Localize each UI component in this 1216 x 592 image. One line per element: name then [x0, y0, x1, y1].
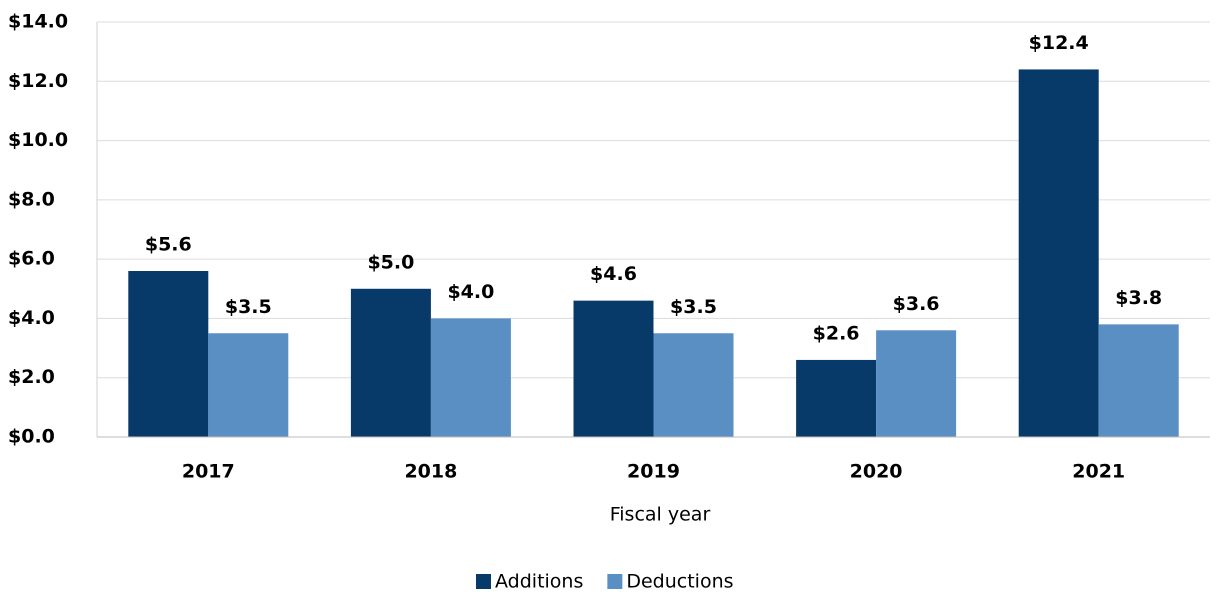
- data-label: $3.8: [1115, 287, 1162, 309]
- y-tick-label: $8.0: [8, 188, 55, 210]
- bar: [573, 300, 654, 437]
- data-label: $5.6: [145, 234, 192, 256]
- data-label: $4.0: [447, 281, 494, 303]
- legend-swatch: [476, 574, 491, 589]
- data-label: $3.6: [893, 293, 940, 315]
- y-tick-label: $12.0: [8, 70, 68, 92]
- bar: [430, 318, 511, 437]
- bar: [653, 333, 734, 437]
- bar: [1018, 69, 1099, 437]
- y-tick-label: $14.0: [8, 11, 68, 33]
- bar: [350, 288, 431, 437]
- bar: [876, 330, 957, 437]
- data-label: $3.5: [670, 296, 717, 318]
- data-label: $2.6: [813, 322, 860, 344]
- legend-label: Additions: [495, 571, 583, 592]
- data-label: $4.6: [590, 263, 637, 285]
- bar: [796, 359, 877, 437]
- legend-label: Deductions: [626, 571, 733, 592]
- x-tick-label: 2021: [1072, 461, 1125, 483]
- data-label: $3.5: [225, 296, 272, 318]
- x-tick-label: 2019: [627, 461, 680, 483]
- bar: [1098, 324, 1179, 437]
- x-axis-label: Fiscal year: [610, 504, 711, 526]
- x-tick-label: 2020: [850, 461, 903, 483]
- data-label: $12.4: [1029, 32, 1089, 54]
- x-tick-label: 2017: [182, 461, 235, 483]
- y-tick-label: $6.0: [8, 248, 55, 270]
- y-tick-label: $10.0: [8, 129, 68, 151]
- x-tick-label: 2018: [404, 461, 457, 483]
- y-tick-label: $2.0: [8, 366, 55, 388]
- legend-swatch: [607, 574, 623, 589]
- y-tick-label: $0.0: [8, 426, 55, 448]
- bar: [208, 333, 289, 437]
- y-tick-label: $4.0: [8, 307, 55, 329]
- data-label: $5.0: [367, 251, 414, 273]
- bar: [128, 271, 209, 437]
